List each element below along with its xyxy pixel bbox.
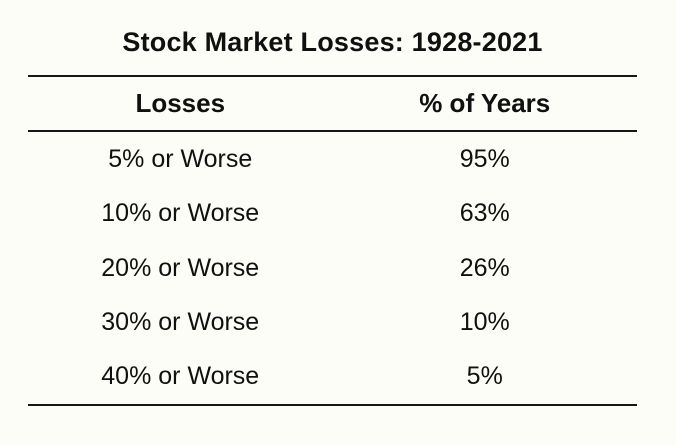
header-row: Losses % of Years xyxy=(28,77,637,130)
cell-loss: 5% or Worse xyxy=(108,144,253,173)
table-row: 10% or Worse 63% xyxy=(28,186,637,240)
rule-below-header xyxy=(28,130,637,132)
table-row: 5% or Worse 95% xyxy=(28,132,637,186)
cell-loss: 20% or Worse xyxy=(101,253,260,282)
cell-pct: 95% xyxy=(459,144,510,173)
table-body: 5% or Worse 95% 10% or Worse 63% 20% or … xyxy=(28,132,637,404)
table-row: 40% or Worse 5% xyxy=(28,350,637,404)
header-cell-losses: Losses xyxy=(135,88,226,118)
cell-loss: 10% or Worse xyxy=(101,199,260,228)
cell-pct: 5% xyxy=(466,362,503,391)
cell-pct: 10% xyxy=(459,307,510,336)
cell-pct: 63% xyxy=(459,199,510,228)
header-cell-pct-of-years: % of Years xyxy=(419,88,551,118)
table-row: 30% or Worse 10% xyxy=(28,295,637,349)
rule-bottom xyxy=(28,404,637,406)
table-row: 20% or Worse 26% xyxy=(28,241,637,295)
cell-loss: 30% or Worse xyxy=(101,307,260,336)
cell-pct: 26% xyxy=(459,253,510,282)
rule-top xyxy=(28,75,637,77)
table-title: Stock Market Losses: 1928-2021 xyxy=(122,27,543,57)
cell-loss: 40% or Worse xyxy=(101,362,260,391)
